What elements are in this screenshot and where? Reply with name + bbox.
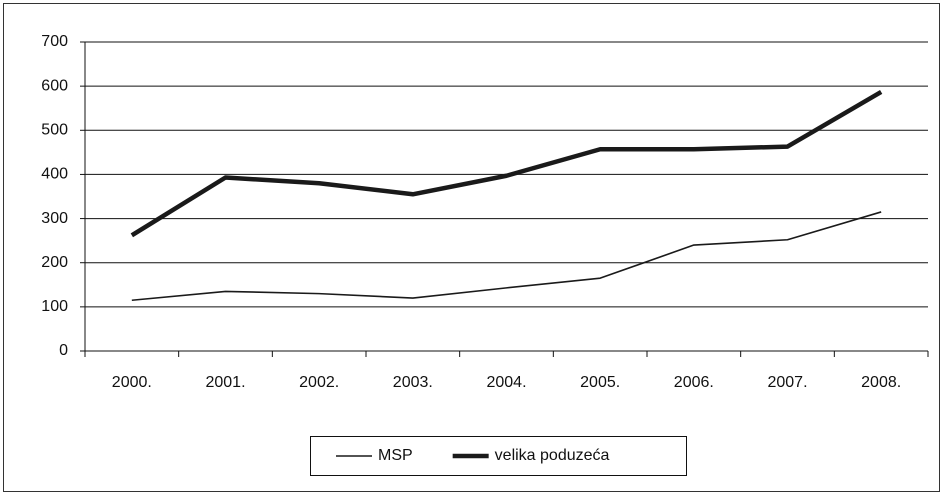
x-tick-label: 2007.: [767, 374, 807, 391]
y-tick-label: 300: [41, 210, 68, 227]
x-tick-label: 2005.: [580, 374, 620, 391]
y-tick-label: 700: [41, 33, 68, 50]
x-tick-label: 2008.: [861, 374, 901, 391]
y-tick-label: 500: [41, 122, 68, 139]
line-series: [130, 89, 883, 238]
x-tick-label: 2001.: [205, 374, 245, 391]
legend-box: [310, 436, 687, 476]
line-series: [131, 211, 882, 302]
y-tick-label: 0: [59, 342, 68, 359]
legend-label: MSP: [378, 447, 413, 464]
y-tick-label: 100: [41, 298, 68, 315]
x-tick-label: 2006.: [674, 374, 714, 391]
y-tick-label: 400: [41, 166, 68, 183]
y-tick-label: 200: [41, 254, 68, 271]
x-tick-label: 2000.: [112, 374, 152, 391]
legend-label: velika poduzeća: [495, 447, 610, 464]
chart-border: [3, 3, 940, 492]
x-tick-label: 2002.: [299, 374, 339, 391]
y-tick-label: 600: [41, 77, 68, 94]
x-tick-label: 2003.: [393, 374, 433, 391]
x-tick-label: 2004.: [486, 374, 526, 391]
